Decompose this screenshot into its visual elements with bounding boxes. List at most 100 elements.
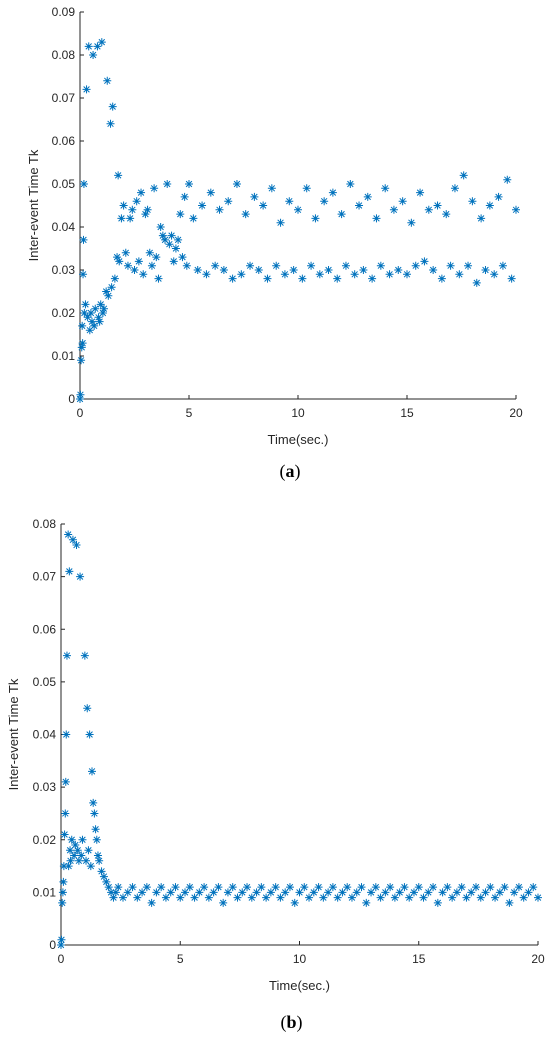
data-point [190, 893, 199, 902]
data-point [150, 184, 159, 193]
data-point [346, 180, 355, 188]
data-point [505, 898, 514, 907]
data-point [132, 197, 141, 206]
data-point [442, 210, 451, 219]
data-point [389, 205, 398, 214]
data-point [169, 257, 178, 266]
data-point [407, 218, 416, 227]
data-point [363, 192, 372, 201]
data-point [62, 730, 71, 739]
data-point [67, 835, 76, 844]
data-point [228, 883, 237, 892]
data-point [437, 274, 446, 283]
data-point [224, 197, 233, 206]
data-point [193, 266, 202, 274]
data-point [309, 888, 318, 897]
data-point [494, 192, 503, 201]
y-tick-label: 0.02 [33, 833, 57, 847]
data-point [514, 883, 523, 892]
data-point [438, 888, 447, 897]
data-point [90, 809, 99, 818]
data-point [246, 261, 255, 270]
data-point [534, 893, 542, 902]
data-point [232, 180, 241, 188]
data-point [171, 883, 180, 892]
data-point [176, 210, 185, 219]
data-point [80, 651, 89, 660]
data-point [450, 184, 459, 193]
y-axis-label: Inter-event Time Tk [6, 678, 21, 790]
x-axis-label: Time(sec.) [268, 432, 329, 447]
data-point [71, 841, 80, 850]
data-point [376, 261, 385, 270]
y-tick-label: 0.01 [33, 885, 57, 899]
data-point [171, 244, 180, 253]
data-point [167, 231, 176, 240]
data-point [58, 888, 67, 897]
data-point [147, 261, 156, 270]
data-point [76, 572, 85, 581]
y-tick-label: 0.06 [52, 134, 76, 148]
data-point [166, 888, 175, 897]
data-point [267, 184, 276, 193]
data-point [204, 893, 213, 902]
data-point [381, 184, 390, 193]
data-point [491, 893, 500, 902]
data-point [79, 270, 88, 279]
data-point [368, 274, 377, 283]
data-point [237, 270, 246, 279]
data-point [498, 261, 507, 270]
chart-b: 0 0.01 0.02 0.03 0.04 0.05 0.06 0.07 0.08 0 5 10 15 2… [6, 517, 545, 1033]
data-point [357, 883, 366, 892]
data-point [111, 888, 120, 897]
data-point [324, 266, 333, 274]
data-point [233, 893, 242, 902]
data-point [385, 270, 394, 279]
data-point [84, 42, 93, 51]
data-point [328, 188, 337, 197]
data-point [215, 205, 224, 214]
data-point [198, 201, 207, 210]
y-tick-label: 0.05 [52, 177, 76, 191]
y-tick-label: 0.06 [33, 622, 57, 636]
data-point [161, 235, 170, 244]
data-point [290, 898, 299, 907]
data-point [455, 270, 464, 279]
data-point [119, 201, 128, 210]
data-point [142, 883, 151, 892]
data-point [341, 261, 350, 270]
data-point [252, 888, 261, 897]
data-point [472, 278, 481, 287]
data-point [68, 535, 77, 544]
data-point [390, 893, 399, 902]
data-point [93, 851, 102, 860]
y-tick-label: 0.08 [33, 517, 57, 531]
data-point [86, 862, 95, 871]
data-point [503, 175, 512, 184]
data-point [355, 201, 364, 210]
data-point [305, 893, 314, 902]
data-point [320, 197, 329, 206]
scatter-series [76, 38, 520, 403]
data-point [219, 266, 228, 274]
data-point [285, 883, 294, 892]
data-point [115, 257, 124, 266]
data-point [94, 313, 103, 322]
data-point [414, 883, 423, 892]
y-tick-label: 0.09 [52, 5, 76, 19]
data-point [247, 893, 256, 902]
data-point [372, 214, 381, 223]
y-tick-label: 0.03 [52, 263, 76, 277]
y-tick-label: 0.07 [52, 91, 76, 105]
data-point [462, 893, 471, 902]
data-point [108, 102, 117, 111]
data-point [97, 38, 106, 47]
data-point [98, 309, 107, 317]
data-point [97, 867, 106, 876]
data-point [433, 898, 442, 907]
y-tick-label: 0.03 [33, 780, 57, 794]
data-point [64, 862, 73, 871]
data-point [103, 76, 112, 85]
subplot-label: (a) [280, 461, 301, 482]
y-tick-label: 0 [68, 392, 75, 406]
